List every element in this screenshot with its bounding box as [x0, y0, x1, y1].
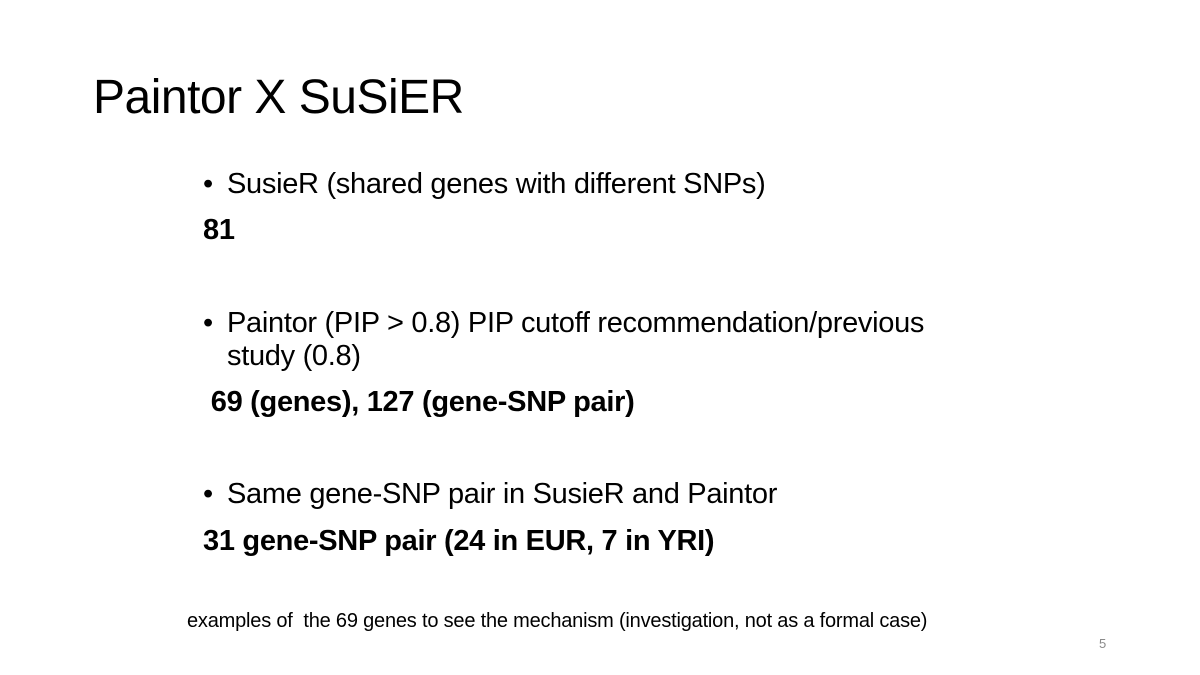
bullet-item-susier: • SusieR (shared genes with different SN… [203, 168, 963, 201]
bullet-text: Same gene-SNP pair in SusieR and Paintor [227, 478, 778, 510]
bullet-text: SusieR (shared genes with different SNPs… [227, 168, 766, 200]
page-number: 5 [1099, 636, 1107, 651]
result-paintor: 69 (genes), 127 (gene-SNP pair) [203, 386, 635, 418]
bullet-item-shared: • Same gene-SNP pair in SusieR and Paint… [203, 478, 963, 511]
bullet-marker: • [203, 168, 213, 200]
bullet-marker: • [203, 307, 213, 339]
bullet-item-paintor: • Paintor (PIP > 0.8) PIP cutoff recomme… [203, 307, 963, 373]
bullet-marker: • [203, 478, 213, 510]
footnote: examples of the 69 genes to see the mech… [187, 610, 928, 632]
slide-title: Paintor X SuSiER [93, 71, 464, 124]
result-shared: 31 gene-SNP pair (24 in EUR, 7 in YRI) [203, 525, 715, 557]
bullet-text: Paintor (PIP > 0.8) PIP cutoff recommend… [227, 307, 925, 372]
result-susier: 81 [203, 214, 235, 246]
